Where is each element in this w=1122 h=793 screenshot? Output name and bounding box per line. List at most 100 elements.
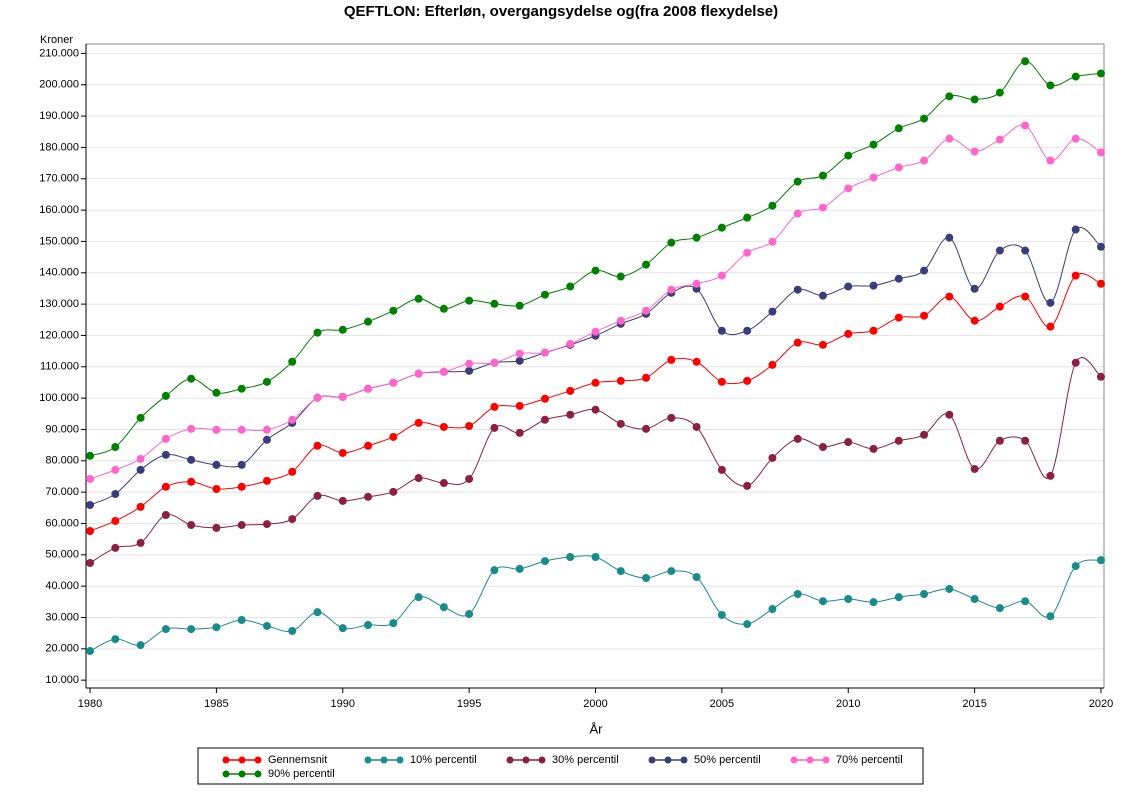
- legend-marker: [664, 756, 672, 764]
- data-point: [616, 272, 625, 281]
- data-point: [667, 285, 676, 294]
- y-tick-label: 160.000: [39, 204, 79, 216]
- data-point: [1096, 372, 1105, 381]
- x-tick-label: 2020: [1089, 698, 1113, 710]
- data-point: [86, 558, 95, 567]
- data-point: [490, 402, 499, 411]
- legend-label: 10% percentil: [410, 754, 477, 766]
- data-point: [920, 311, 929, 320]
- data-point: [313, 608, 322, 617]
- data-point: [439, 367, 448, 376]
- data-point: [970, 464, 979, 473]
- data-point: [364, 317, 373, 326]
- data-point: [566, 410, 575, 419]
- data-point: [540, 348, 549, 357]
- data-point: [313, 491, 322, 500]
- data-point: [414, 418, 423, 427]
- data-point: [237, 425, 246, 434]
- data-point: [1071, 562, 1080, 571]
- data-point: [111, 516, 120, 525]
- legend-marker: [522, 756, 530, 764]
- data-point: [439, 479, 448, 488]
- x-tick-label: 1995: [457, 698, 481, 710]
- data-point: [844, 594, 853, 603]
- data-point: [692, 279, 701, 288]
- data-point: [187, 374, 196, 383]
- legend-marker: [364, 756, 372, 764]
- data-point: [844, 184, 853, 193]
- data-point: [86, 526, 95, 535]
- data-point: [920, 114, 929, 123]
- data-point: [616, 419, 625, 428]
- data-point: [970, 147, 979, 156]
- data-point: [591, 553, 600, 562]
- legend-marker: [822, 756, 830, 764]
- data-point: [717, 326, 726, 335]
- data-point: [439, 304, 448, 313]
- data-point: [818, 340, 827, 349]
- data-point: [566, 282, 575, 291]
- data-point: [111, 635, 120, 644]
- legend-marker: [222, 756, 230, 764]
- data-point: [1021, 436, 1030, 445]
- data-point: [970, 316, 979, 325]
- data-point: [768, 201, 777, 210]
- data-point: [465, 359, 474, 368]
- data-point: [616, 376, 625, 385]
- data-point: [1021, 121, 1030, 130]
- data-point: [136, 538, 145, 547]
- y-tick-label: 210.000: [39, 47, 79, 59]
- data-point: [1021, 246, 1030, 255]
- data-point: [338, 624, 347, 633]
- data-point: [389, 432, 398, 441]
- data-point: [995, 436, 1004, 445]
- data-point: [920, 156, 929, 165]
- data-point: [591, 266, 600, 275]
- data-point: [313, 441, 322, 450]
- data-point: [844, 329, 853, 338]
- y-tick-label: 20.000: [45, 643, 79, 655]
- data-point: [970, 284, 979, 293]
- data-point: [768, 307, 777, 316]
- data-point: [1046, 81, 1055, 90]
- data-point: [111, 465, 120, 474]
- x-tick-label: 2010: [836, 698, 860, 710]
- data-point: [540, 394, 549, 403]
- data-point: [717, 223, 726, 232]
- data-point: [1046, 156, 1055, 165]
- data-point: [161, 511, 170, 520]
- data-point: [945, 134, 954, 143]
- data-point: [793, 285, 802, 294]
- data-point: [768, 237, 777, 246]
- data-point: [1096, 556, 1105, 565]
- data-point: [793, 434, 802, 443]
- data-point: [995, 246, 1004, 255]
- data-point: [945, 233, 954, 242]
- data-point: [465, 422, 474, 431]
- data-point: [414, 593, 423, 602]
- legend-label: 50% percentil: [694, 754, 761, 766]
- data-point: [212, 623, 221, 632]
- data-point: [869, 444, 878, 453]
- data-point: [288, 626, 297, 635]
- legend-box: [197, 747, 924, 785]
- data-point: [262, 377, 271, 386]
- legend-marker: [506, 756, 514, 764]
- data-point: [818, 171, 827, 180]
- y-tick-label: 30.000: [45, 611, 79, 623]
- data-point: [338, 392, 347, 401]
- data-point: [288, 467, 297, 476]
- data-point: [717, 465, 726, 474]
- data-point: [490, 423, 499, 432]
- data-point: [237, 615, 246, 624]
- data-point: [616, 567, 625, 576]
- data-point: [894, 313, 903, 322]
- data-point: [768, 605, 777, 614]
- data-point: [995, 88, 1004, 97]
- x-tick-label: 1990: [331, 698, 355, 710]
- legend-label: Gennemsnit: [268, 754, 327, 766]
- x-tick-label: 1985: [204, 698, 228, 710]
- data-point: [136, 454, 145, 463]
- data-point: [338, 325, 347, 334]
- data-point: [161, 450, 170, 459]
